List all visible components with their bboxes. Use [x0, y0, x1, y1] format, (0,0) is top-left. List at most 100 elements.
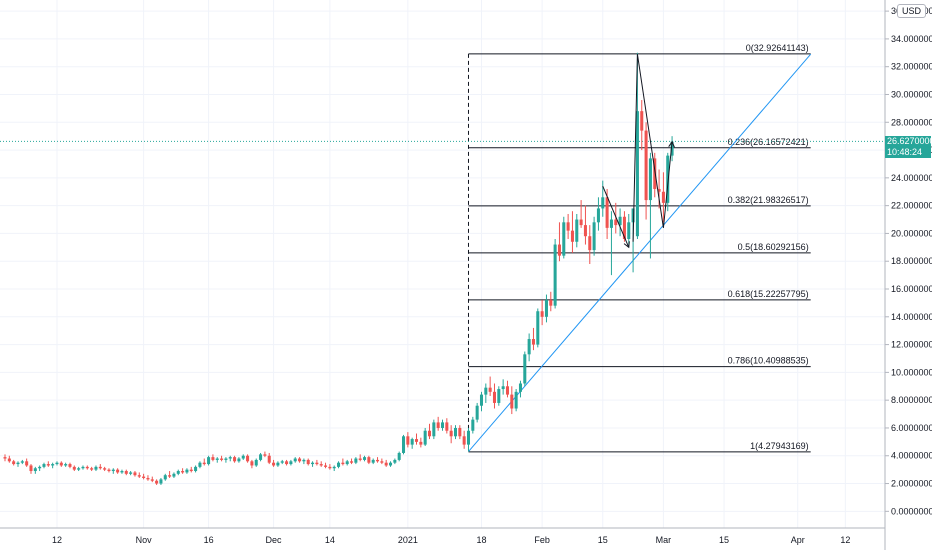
trend-line [468, 53, 812, 452]
fib-level-label: 0.618(15.22257795) [728, 289, 809, 299]
candle-body [241, 455, 245, 459]
currency-badge[interactable]: USD [897, 4, 927, 18]
candle-body [557, 244, 561, 256]
candle-body [293, 458, 297, 462]
candle-body [267, 455, 271, 463]
candle-body [549, 300, 553, 306]
candle-body [449, 430, 453, 437]
x-tick-label: 12 [52, 535, 62, 545]
candle-body [389, 462, 393, 466]
candle-body [588, 236, 592, 251]
candle-body [64, 464, 68, 466]
x-tick-label: 15 [719, 535, 729, 545]
candle-body [427, 430, 432, 437]
candle-body [484, 387, 488, 395]
candle-body [302, 459, 306, 462]
candle-body [609, 219, 613, 228]
candle-body [328, 466, 332, 469]
candle-body [111, 469, 115, 472]
candle-body [263, 454, 267, 456]
candle-body [12, 461, 16, 465]
x-tick-label: Feb [534, 535, 550, 545]
candle-body [81, 466, 85, 469]
candle-body [566, 222, 570, 231]
candle-body [29, 465, 33, 472]
candle-body [172, 473, 176, 477]
candle-body [510, 394, 514, 409]
current-price-value: 26.62700000 [887, 136, 932, 146]
candle-body [523, 354, 527, 384]
candle-body [350, 461, 354, 463]
candle-body [635, 111, 639, 237]
candle-body [103, 468, 107, 470]
candle-body [367, 457, 371, 463]
candle-body [142, 476, 146, 478]
candle-body [570, 230, 574, 242]
candle-body [315, 462, 319, 465]
candle-body [20, 461, 24, 463]
candle-body [55, 462, 59, 465]
candle-body [354, 458, 358, 463]
candle-body [475, 405, 479, 420]
candle-body [237, 458, 241, 462]
candle-body [579, 219, 583, 226]
candle-body [254, 459, 258, 466]
candle-body [3, 457, 7, 459]
x-tick-label: 2021 [398, 535, 418, 545]
candle-body [72, 466, 76, 470]
candle-body [488, 387, 492, 392]
candle-body [176, 471, 180, 474]
candle-body [505, 386, 509, 395]
candle-body [137, 475, 141, 477]
candle-body [410, 439, 414, 445]
candle-body [107, 469, 111, 472]
fib-level-label: 0.786(10.40988535) [728, 356, 809, 366]
candle-body [319, 464, 323, 466]
candle-body [68, 464, 72, 467]
candle-body [259, 454, 263, 460]
candle-body [185, 469, 189, 473]
candle-body [471, 419, 475, 431]
candle-body [419, 441, 423, 445]
candle-body [202, 462, 206, 465]
candle-body [272, 462, 276, 466]
candle-body [432, 422, 436, 437]
candle-body [358, 458, 362, 460]
candle-body [384, 462, 388, 466]
candle-body [207, 457, 211, 465]
candle-body [211, 457, 215, 460]
candle-body [150, 479, 154, 481]
candle-body [116, 469, 120, 473]
candle-body [345, 461, 349, 465]
candle-body [466, 430, 471, 445]
candle-body [42, 464, 46, 467]
candle-body [462, 436, 466, 445]
candle-body [648, 158, 652, 201]
candle-body [159, 479, 163, 484]
candle-body [540, 311, 544, 317]
candle-body [497, 389, 501, 403]
candle-body [124, 471, 128, 474]
candle-body [601, 197, 605, 209]
fib-level-label: 0(32.92641143) [746, 43, 809, 53]
candle-body [622, 216, 626, 239]
candle-body [233, 457, 237, 462]
x-tick-label: 16 [204, 535, 214, 545]
x-tick-label: 18 [476, 535, 486, 545]
candle-body [337, 462, 341, 467]
candle-body [583, 225, 587, 237]
candle-body [653, 158, 657, 189]
candle-body [285, 461, 289, 465]
arrow-path [632, 54, 673, 242]
candle-body [250, 461, 254, 466]
candle-body [544, 300, 548, 317]
candle-body [666, 155, 670, 203]
candle-body [163, 475, 167, 480]
